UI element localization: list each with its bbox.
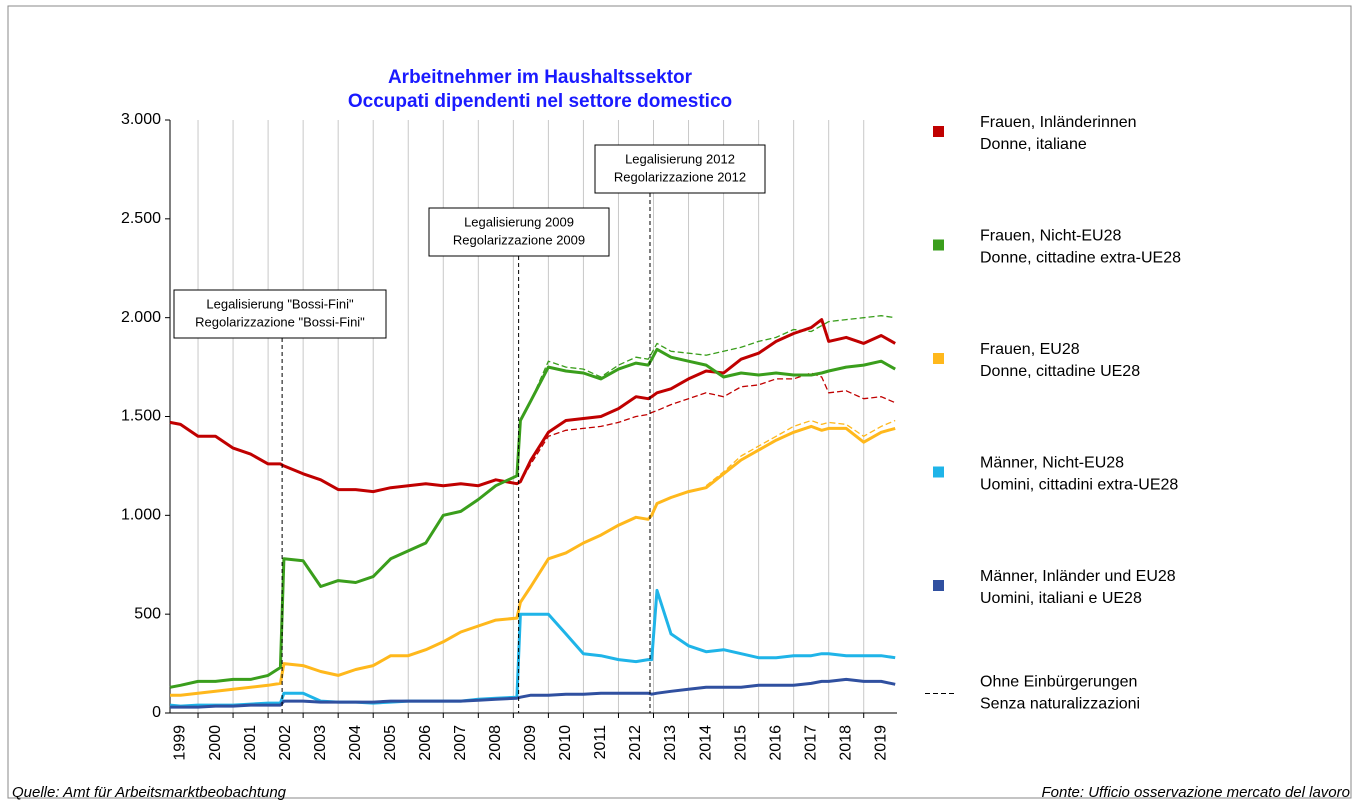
- series-line: [169, 318, 896, 494]
- x-tick-label: 2007: [452, 725, 469, 761]
- legend-label: Uomini, cittadini extra-UE28: [980, 477, 1178, 494]
- annotation-box: [173, 289, 387, 339]
- x-tick-label: 2018: [837, 725, 854, 761]
- legend-label: Uomini, italiani e UE28: [980, 590, 1142, 607]
- legend-label: Frauen, Nicht-EU28: [980, 228, 1121, 245]
- chart-title: Occupati dipendenti nel settore domestic…: [348, 91, 732, 112]
- annotation-text: Legalisierung 2012: [625, 151, 735, 166]
- x-tick-label: 2002: [277, 725, 294, 761]
- x-tick-label: 2015: [732, 725, 749, 761]
- annotation-text: Regolarizzazione "Bossi-Fini": [195, 314, 365, 329]
- annotation-text: Regolarizzazione 2009: [453, 232, 585, 247]
- dashed-line: [705, 419, 896, 487]
- legend-swatch: [933, 353, 944, 364]
- series-line: [169, 347, 896, 689]
- source: Fonte: Ufficio osservazione mercato del …: [1042, 784, 1350, 801]
- legend-label: Senza naturalizzazioni: [980, 696, 1140, 713]
- y-tick-label: 2.000: [121, 309, 161, 326]
- chart-title: Arbeitnehmer im Haushaltssektor: [388, 67, 693, 88]
- y-tick-label: 500: [134, 605, 161, 622]
- y-tick-label: 3.000: [121, 111, 161, 128]
- x-tick-label: 2003: [312, 725, 329, 761]
- annotation-text: Legalisierung 2009: [464, 214, 574, 229]
- annotation-text: Regolarizzazione 2012: [614, 169, 746, 184]
- legend-label: Frauen, EU28: [980, 341, 1080, 358]
- frame: [7, 5, 1352, 799]
- dashed-line: [516, 315, 896, 476]
- y-tick-label: 0: [152, 704, 161, 721]
- x-tick-label: 2000: [207, 725, 224, 761]
- x-tick-label: 2013: [662, 725, 679, 761]
- legend-swatch: [933, 239, 944, 251]
- dashed-line: [516, 372, 896, 485]
- x-tick-label: 2016: [767, 725, 784, 761]
- legend-label: Frauen, Inländerinnen: [980, 114, 1137, 131]
- x-tick-label: 2011: [592, 725, 609, 760]
- series-line: [169, 588, 896, 708]
- legend-label: Donne, italiane: [980, 136, 1087, 153]
- legend-label: Donne, cittadine UE28: [980, 363, 1140, 380]
- source: Quelle: Amt für Arbeitsmarktbeobachtung: [12, 784, 287, 801]
- y-tick-label: 2.500: [121, 210, 161, 227]
- x-tick-label: 2006: [417, 725, 434, 761]
- x-tick-label: 2012: [627, 725, 644, 761]
- legend-swatch: [933, 466, 944, 478]
- x-tick-label: 2017: [802, 725, 819, 761]
- legend-label: Ohne Einbürgerungen: [980, 674, 1137, 691]
- series-line: [170, 677, 896, 709]
- x-tick-label: 2004: [347, 725, 364, 761]
- legend-label: Männer, Inländer und EU28: [980, 568, 1176, 585]
- legend-label: Donne, cittadine extra-UE28: [980, 250, 1181, 267]
- x-tick-label: 2005: [382, 725, 399, 761]
- legend-label: Männer, Nicht-EU28: [980, 455, 1124, 472]
- x-tick-label: 2014: [697, 725, 714, 761]
- x-tick-label: 2010: [557, 725, 574, 761]
- x-tick-label: 2009: [522, 725, 539, 761]
- x-tick-label: 2019: [872, 725, 889, 761]
- annotation-box: [594, 144, 766, 194]
- legend-swatch: [933, 580, 944, 591]
- annotation-box: [428, 207, 610, 257]
- x-tick-label: 1999: [172, 725, 189, 761]
- x-tick-label: 2008: [487, 725, 504, 761]
- y-tick-label: 1.000: [121, 507, 161, 524]
- y-tick-label: 1.500: [121, 408, 161, 425]
- series-line: [170, 424, 896, 697]
- legend-swatch: [933, 126, 944, 137]
- annotation-text: Legalisierung "Bossi-Fini": [206, 296, 354, 311]
- x-tick-label: 2001: [242, 725, 259, 761]
